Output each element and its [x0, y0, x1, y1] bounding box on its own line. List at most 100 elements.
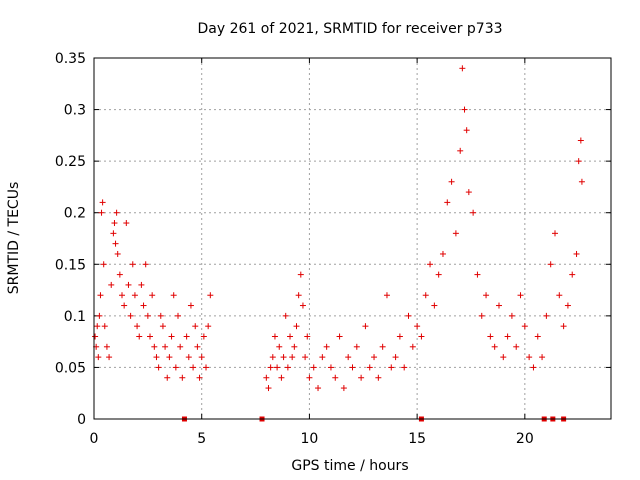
data-point: [521, 323, 528, 330]
data-point: [101, 323, 108, 330]
data-point: [110, 230, 117, 237]
data-point: [388, 364, 395, 371]
data-point: [127, 312, 134, 319]
data-point: [427, 261, 434, 268]
data-point: [379, 343, 386, 350]
data-point: [299, 302, 306, 309]
data-point: [271, 333, 278, 340]
data-point: [194, 343, 201, 350]
data-point: [162, 343, 169, 350]
data-point: [319, 354, 326, 361]
data-point: [274, 364, 281, 371]
data-point: [155, 364, 162, 371]
data-point: [131, 292, 138, 299]
data-point: [448, 178, 455, 185]
data-point: [336, 333, 343, 340]
data-point: [138, 281, 145, 288]
data-point: [129, 261, 136, 268]
data-point: [517, 292, 524, 299]
data-point: [205, 323, 212, 330]
data-point: [508, 312, 515, 319]
data-point: [327, 364, 334, 371]
data-point: [383, 292, 390, 299]
data-point: [170, 292, 177, 299]
data-point: [577, 137, 584, 144]
y-tick-label: 0.35: [55, 51, 86, 67]
data-point: [159, 323, 166, 330]
data-point: [530, 364, 537, 371]
y-tick-label: 0.05: [55, 360, 86, 376]
data-point: [569, 271, 576, 278]
data-point: [491, 343, 498, 350]
data-point: [304, 333, 311, 340]
y-tick-label: 0.2: [64, 206, 86, 222]
data-point: [564, 302, 571, 309]
data-point: [108, 281, 115, 288]
data-point: [349, 364, 356, 371]
data-point: [513, 343, 520, 350]
data-point: [185, 354, 192, 361]
data-point: [190, 364, 197, 371]
data-point: [187, 302, 194, 309]
data-point: [280, 354, 287, 361]
data-point: [166, 354, 173, 361]
data-point: [358, 374, 365, 381]
data-point: [310, 364, 317, 371]
data-point: [151, 343, 158, 350]
data-point: [144, 312, 151, 319]
data-point: [179, 374, 186, 381]
data-point: [112, 240, 119, 247]
data-point: [575, 158, 582, 165]
data-point: [121, 302, 128, 309]
data-point: [409, 343, 416, 350]
data-point: [116, 271, 123, 278]
data-point: [295, 292, 302, 299]
data-point: [547, 261, 554, 268]
x-tick-label: 20: [516, 431, 534, 447]
data-point: [278, 374, 285, 381]
data-point: [140, 302, 147, 309]
data-point: [111, 220, 118, 227]
data-point: [435, 271, 442, 278]
data-point: [198, 354, 205, 361]
data-point: [323, 343, 330, 350]
data-point: [422, 292, 429, 299]
data-point: [578, 178, 585, 185]
data-point: [125, 281, 132, 288]
data-point: [265, 385, 272, 392]
data-point: [153, 354, 160, 361]
data-point: [203, 364, 210, 371]
data-point: [414, 323, 421, 330]
x-tick-label: 5: [197, 431, 206, 447]
chart-title: Day 261 of 2021, SRMTID for receiver p73…: [197, 21, 502, 37]
x-tick-label: 0: [90, 431, 99, 447]
grid: [94, 58, 611, 419]
data-point: [573, 250, 580, 257]
data-point: [282, 312, 289, 319]
data-point: [263, 374, 270, 381]
plot-frame: [93, 57, 612, 420]
y-axis-label: SRMTID / TECUs: [6, 182, 22, 295]
data-point: [95, 354, 102, 361]
data-point: [119, 292, 126, 299]
data-point: [457, 147, 464, 154]
x-axis-label: GPS time / hours: [291, 458, 408, 474]
data-point: [543, 312, 550, 319]
x-tick-label: 10: [301, 431, 319, 447]
data-point: [495, 302, 502, 309]
data-point: [539, 354, 546, 361]
data-point: [431, 302, 438, 309]
data-point: [396, 333, 403, 340]
data-point: [99, 199, 106, 206]
data-point: [287, 333, 294, 340]
data-point: [175, 312, 182, 319]
data-point: [142, 261, 149, 268]
y-tick-label: 0.1: [64, 309, 86, 325]
data-point: [461, 106, 468, 113]
data-point: [149, 292, 156, 299]
data-point: [106, 354, 113, 361]
data-points: [92, 65, 585, 392]
data-point: [551, 230, 558, 237]
data-point: [353, 343, 360, 350]
